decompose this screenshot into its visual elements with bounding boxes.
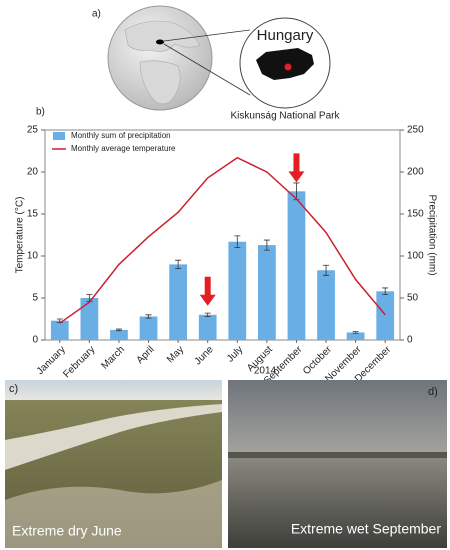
- horizon: [228, 452, 447, 458]
- y2-tick-label: 200: [407, 167, 424, 178]
- error-bar: [115, 328, 122, 332]
- y2-tick-label: 150: [407, 209, 424, 220]
- photo-d: d) Extreme wet September: [228, 380, 447, 548]
- bar: [317, 270, 335, 340]
- y-tick-label: 25: [27, 125, 39, 136]
- bar: [346, 332, 365, 340]
- bar: [110, 329, 128, 340]
- map-panel: a) Hungary Kiskunság National Park: [92, 5, 341, 122]
- sky: [5, 380, 222, 400]
- hungary-marker: [156, 39, 164, 45]
- bar: [376, 291, 395, 340]
- y-tick-label: 5: [32, 293, 38, 304]
- y2-tick-label: 0: [407, 335, 413, 346]
- panel-label: b): [36, 107, 45, 118]
- legend-label: Monthly average temperature: [71, 144, 176, 153]
- error-bar: [352, 331, 359, 334]
- park-marker: [284, 63, 292, 71]
- error-bar: [263, 239, 270, 251]
- line: [59, 156, 386, 324]
- connector: [163, 29, 251, 42]
- bar: [258, 245, 276, 340]
- x-axis-label: 2014: [254, 366, 277, 377]
- error-bar: [204, 312, 211, 317]
- y2-axis-label: Precipitation (mm): [426, 194, 437, 275]
- bar: [50, 320, 69, 340]
- bar: [228, 241, 247, 340]
- photo-caption: Extreme dry June: [12, 523, 122, 539]
- y2-tick-label: 100: [407, 251, 424, 262]
- bar: [169, 264, 187, 340]
- continent: [124, 20, 201, 52]
- y2-tick-label: 50: [407, 293, 419, 304]
- y-axis-label: Temperature (°C): [15, 197, 26, 274]
- park-name: Kiskunság National Park: [231, 111, 341, 122]
- plot-frame: [44, 129, 401, 341]
- y2-tick-label: 250: [407, 125, 424, 136]
- bar: [139, 316, 158, 340]
- y-tick-label: 10: [27, 251, 39, 262]
- error-bar: [323, 264, 330, 276]
- legend-label: Monthly sum of precipitation: [71, 131, 171, 140]
- dry-patch: [5, 404, 222, 470]
- photo-caption: Extreme wet September: [291, 521, 442, 537]
- dry-patch: [5, 480, 222, 548]
- continent: [139, 60, 181, 105]
- y-tick-label: 0: [32, 335, 38, 346]
- connector: [163, 43, 251, 96]
- panel-label: d): [428, 386, 438, 398]
- legend-swatch: [53, 132, 65, 140]
- panel-label: a): [92, 9, 101, 20]
- error-bar: [145, 314, 152, 319]
- bar: [80, 298, 99, 340]
- arrow: [288, 153, 305, 183]
- y-tick-label: 15: [27, 209, 39, 220]
- error-bar: [382, 287, 389, 296]
- bar: [198, 314, 217, 340]
- panel-label: c): [9, 383, 18, 395]
- bar: [287, 191, 306, 340]
- water: [228, 452, 447, 548]
- error-bar: [175, 259, 182, 269]
- arrow: [199, 276, 216, 306]
- country-name: Hungary: [257, 27, 314, 44]
- y-tick-label: 20: [27, 167, 39, 178]
- hungary: [256, 48, 314, 80]
- photo-c: c) Extreme dry June: [5, 380, 222, 548]
- error-bar: [234, 235, 241, 248]
